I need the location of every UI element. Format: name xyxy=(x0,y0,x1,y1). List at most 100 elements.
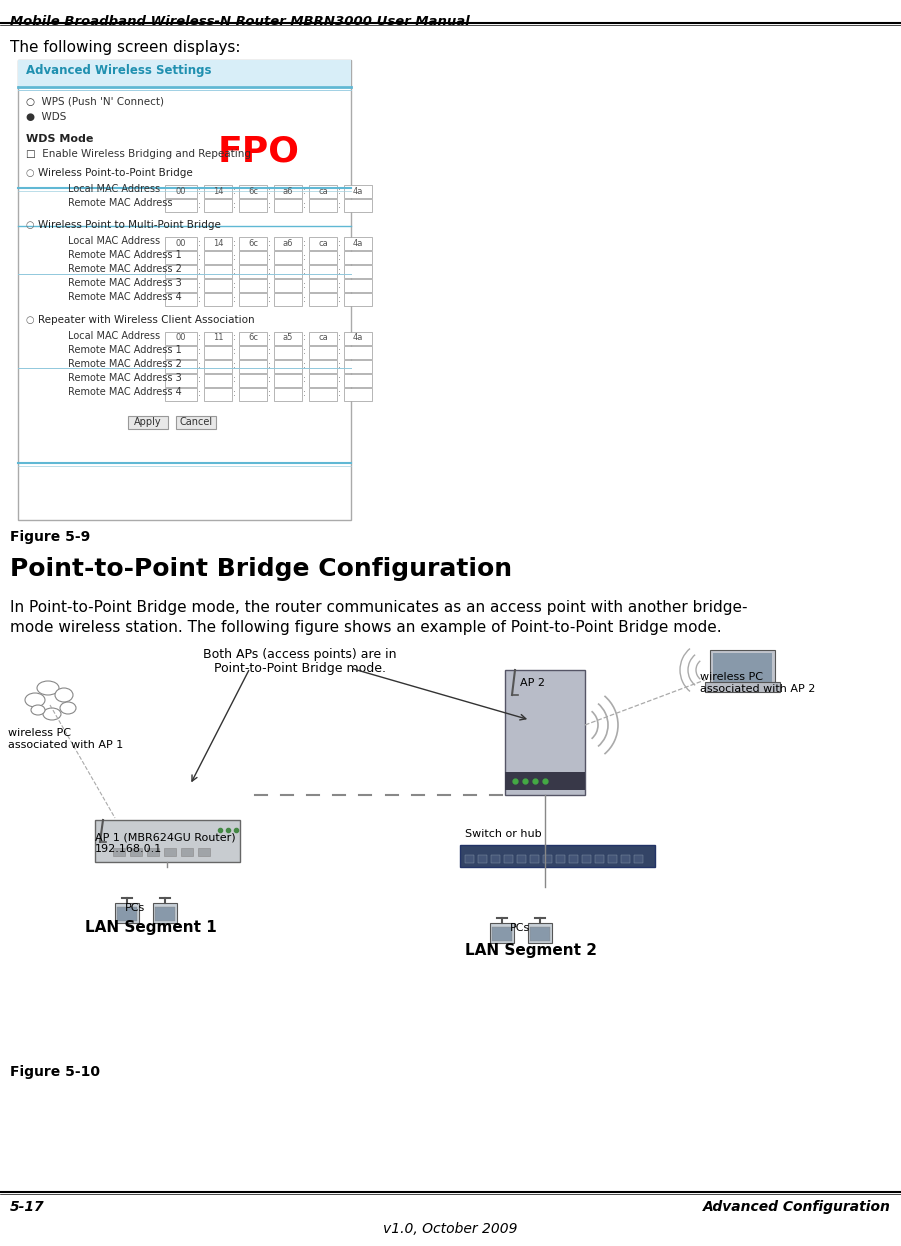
Text: ca: ca xyxy=(318,238,328,248)
FancyBboxPatch shape xyxy=(710,650,775,690)
Text: :: : xyxy=(303,253,305,262)
Text: Remote MAC Address 1: Remote MAC Address 1 xyxy=(68,345,182,355)
FancyBboxPatch shape xyxy=(344,331,372,345)
Text: v1.0, October 2009: v1.0, October 2009 xyxy=(383,1222,518,1236)
Text: Switch or hub: Switch or hub xyxy=(465,829,542,839)
FancyBboxPatch shape xyxy=(165,237,197,250)
FancyBboxPatch shape xyxy=(18,60,351,520)
Text: :: : xyxy=(233,238,236,248)
FancyBboxPatch shape xyxy=(309,184,337,198)
FancyBboxPatch shape xyxy=(582,855,591,863)
FancyBboxPatch shape xyxy=(239,374,267,388)
FancyBboxPatch shape xyxy=(608,855,617,863)
Text: 00: 00 xyxy=(176,187,187,196)
FancyBboxPatch shape xyxy=(478,855,487,863)
Text: 192.168.0.1: 192.168.0.1 xyxy=(95,844,162,854)
Bar xyxy=(113,849,125,856)
Text: :: : xyxy=(338,201,341,209)
Text: :: : xyxy=(338,187,341,196)
FancyBboxPatch shape xyxy=(309,374,337,388)
FancyBboxPatch shape xyxy=(344,279,372,292)
Text: :: : xyxy=(268,348,270,356)
Text: AP 1 (MBR624GU Router): AP 1 (MBR624GU Router) xyxy=(95,832,236,842)
FancyBboxPatch shape xyxy=(204,346,232,359)
Bar xyxy=(181,849,193,856)
FancyBboxPatch shape xyxy=(165,279,197,292)
FancyBboxPatch shape xyxy=(239,279,267,292)
FancyBboxPatch shape xyxy=(204,374,232,388)
FancyBboxPatch shape xyxy=(344,265,372,278)
Text: □  Enable Wireless Bridging and Repeating: □ Enable Wireless Bridging and Repeating xyxy=(26,150,251,159)
Text: ○  WPS (Push 'N' Connect): ○ WPS (Push 'N' Connect) xyxy=(26,96,164,106)
FancyBboxPatch shape xyxy=(309,250,337,264)
FancyBboxPatch shape xyxy=(239,360,267,373)
FancyBboxPatch shape xyxy=(204,279,232,292)
Text: ●  WDS: ● WDS xyxy=(26,112,67,122)
FancyBboxPatch shape xyxy=(274,388,302,401)
FancyBboxPatch shape xyxy=(492,927,512,941)
Text: PCs: PCs xyxy=(510,923,531,933)
FancyBboxPatch shape xyxy=(165,360,197,373)
Bar xyxy=(164,849,176,856)
Text: :: : xyxy=(233,390,236,399)
Text: Repeater with Wireless Client Association: Repeater with Wireless Client Associatio… xyxy=(38,315,255,325)
FancyBboxPatch shape xyxy=(115,903,139,923)
Text: 00: 00 xyxy=(176,334,187,343)
FancyBboxPatch shape xyxy=(491,855,500,863)
FancyBboxPatch shape xyxy=(165,184,197,198)
FancyBboxPatch shape xyxy=(128,416,168,429)
FancyBboxPatch shape xyxy=(634,855,643,863)
FancyBboxPatch shape xyxy=(274,331,302,345)
Text: Remote MAC Address 4: Remote MAC Address 4 xyxy=(68,388,182,397)
Ellipse shape xyxy=(31,705,45,715)
Text: :: : xyxy=(303,375,305,385)
FancyBboxPatch shape xyxy=(713,653,772,687)
Text: a5: a5 xyxy=(283,334,293,343)
Text: Remote MAC Address 4: Remote MAC Address 4 xyxy=(68,292,182,302)
FancyBboxPatch shape xyxy=(274,265,302,278)
FancyBboxPatch shape xyxy=(165,374,197,388)
FancyBboxPatch shape xyxy=(274,237,302,250)
FancyBboxPatch shape xyxy=(204,184,232,198)
FancyBboxPatch shape xyxy=(165,388,197,401)
FancyBboxPatch shape xyxy=(274,346,302,359)
Text: :: : xyxy=(233,201,236,209)
Text: LAN Segment 2: LAN Segment 2 xyxy=(465,943,597,958)
FancyBboxPatch shape xyxy=(239,388,267,401)
FancyBboxPatch shape xyxy=(309,279,337,292)
FancyBboxPatch shape xyxy=(569,855,578,863)
Text: ca: ca xyxy=(318,334,328,343)
Text: :: : xyxy=(198,361,201,370)
Text: :: : xyxy=(233,375,236,385)
FancyBboxPatch shape xyxy=(309,265,337,278)
FancyBboxPatch shape xyxy=(18,60,351,86)
FancyBboxPatch shape xyxy=(204,250,232,264)
Text: Cancel: Cancel xyxy=(179,417,213,427)
Text: Remote MAC Address 1: Remote MAC Address 1 xyxy=(68,250,182,260)
Text: :: : xyxy=(233,361,236,370)
Text: PCs: PCs xyxy=(125,903,145,913)
FancyBboxPatch shape xyxy=(239,331,267,345)
FancyBboxPatch shape xyxy=(595,855,604,863)
Text: :: : xyxy=(198,253,201,262)
Text: :: : xyxy=(303,361,305,370)
Text: Local MAC Address: Local MAC Address xyxy=(68,184,160,194)
Text: Point-to-Point Bridge mode.: Point-to-Point Bridge mode. xyxy=(214,662,386,675)
FancyBboxPatch shape xyxy=(165,265,197,278)
FancyBboxPatch shape xyxy=(344,293,372,307)
Text: :: : xyxy=(198,348,201,356)
FancyBboxPatch shape xyxy=(528,923,552,943)
Text: Figure 5-10: Figure 5-10 xyxy=(10,1065,100,1079)
Text: :: : xyxy=(303,294,305,304)
Text: :: : xyxy=(303,187,305,196)
FancyBboxPatch shape xyxy=(165,199,197,212)
Text: :: : xyxy=(268,361,270,370)
Text: :: : xyxy=(233,267,236,275)
Text: :: : xyxy=(198,294,201,304)
Text: :: : xyxy=(268,267,270,275)
Text: Remote MAC Address 3: Remote MAC Address 3 xyxy=(68,373,182,383)
Text: Remote MAC Address 2: Remote MAC Address 2 xyxy=(68,264,182,274)
Text: :: : xyxy=(198,238,201,248)
Text: :: : xyxy=(233,187,236,196)
Text: :: : xyxy=(303,334,305,343)
